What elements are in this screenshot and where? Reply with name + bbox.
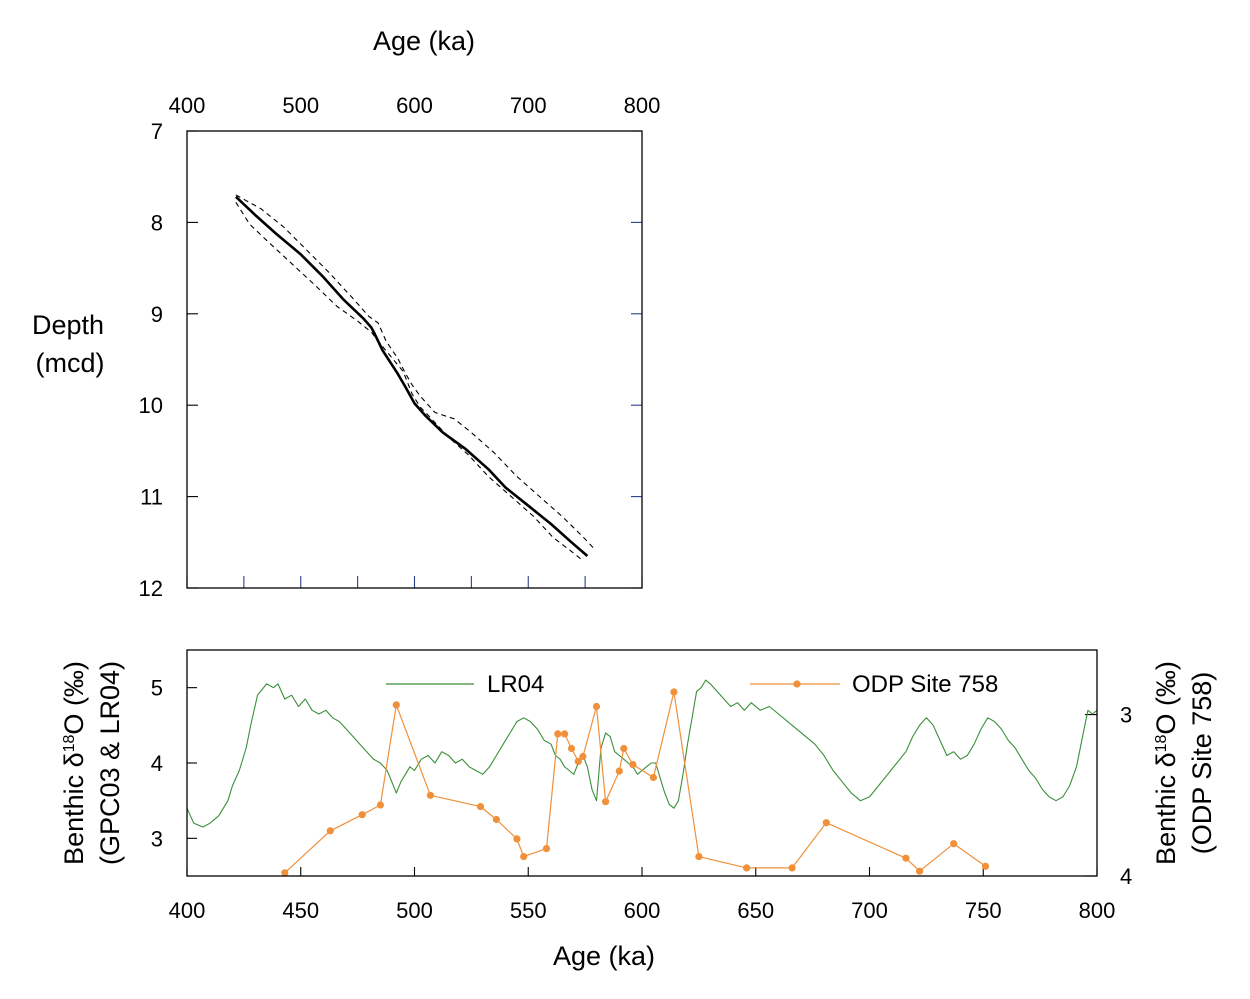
top-x-tick-label: 800: [624, 93, 661, 118]
left-y-tick-label: 3: [151, 826, 163, 851]
legend-odp-label: ODP Site 758: [852, 671, 998, 698]
bottom-x-axis-label: Age (ka): [553, 941, 655, 971]
odp-site-758-point: [950, 840, 958, 848]
odp-site-758-point: [579, 752, 587, 761]
left-y-axis-label-line2: (GPC03 & LR04): [95, 661, 125, 865]
odp-site-758-point: [561, 730, 569, 738]
age-depth-line: [235, 195, 589, 557]
top-y-axis-label-line2: (mcd): [36, 348, 105, 378]
odp-site-758-point: [649, 773, 658, 782]
odp-site-758-point: [743, 864, 751, 872]
odp-site-758-point: [392, 701, 400, 709]
top-y-tick-label: 9: [151, 302, 163, 327]
odp-site-758-point: [513, 835, 521, 843]
top-plot-frame: [186, 130, 643, 589]
odp-site-758-point: [426, 791, 434, 799]
upper-bound-dashed-line: [235, 194, 595, 550]
bottom-x-tick-label: 700: [851, 898, 888, 923]
bottom-plot-frame: [186, 649, 1098, 877]
bottom-x-tick-label: 800: [1079, 898, 1116, 923]
top-y-tick-label: 8: [151, 210, 163, 235]
odp-site-758-point: [602, 798, 610, 806]
lr04-line: [186, 679, 1098, 828]
legend-odp-marker: [793, 680, 801, 688]
right-y-tick-label: 3: [1120, 703, 1132, 728]
top-y-axis-label-line1: Depth: [32, 310, 104, 340]
odp-site-758-point: [554, 730, 562, 738]
legend: LR04 ODP Site 758: [386, 671, 998, 698]
odp-site-758-point: [695, 853, 703, 861]
legend-lr04-label: LR04: [487, 671, 544, 698]
odp-site-758-point: [902, 854, 910, 862]
right-y-axis-label-line1: Benthic δ18O (‰): [1151, 661, 1181, 865]
right-y-axis-label-line2: (ODP Site 758): [1187, 672, 1217, 855]
top-x-axis-label: Age (ka): [373, 26, 475, 56]
top-x-tick-label: 700: [510, 93, 547, 118]
top-y-tick-label: 12: [139, 576, 163, 601]
right-y-tick-label: 4: [1120, 864, 1132, 889]
odp-site-758-point: [615, 767, 623, 775]
left-y-tick-label: 4: [151, 751, 163, 776]
odp-site-758-point: [358, 811, 366, 819]
odp-site-758-point: [476, 803, 485, 811]
bottom-x-tick-label: 650: [737, 898, 774, 923]
odp-site-758-point: [542, 845, 551, 853]
top-x-tick-label: 600: [396, 93, 433, 118]
odp-site-758-point: [916, 867, 924, 875]
top-x-tick-label: 500: [282, 93, 319, 118]
top-y-tick-label: 10: [139, 393, 163, 418]
odp-site-758-point: [981, 862, 990, 870]
odp-site-758-line: [284, 691, 986, 874]
odp-site-758-point: [376, 801, 384, 809]
odp-site-758-point: [822, 819, 830, 827]
left-y-axis-label-line1: Benthic δ18O (‰): [59, 661, 89, 865]
age-depth-panel: Age (ka) Depth (mcd) 400 500 600 700 800 7 8 9 1…: [32, 26, 660, 601]
odp-site-758-point: [620, 744, 628, 753]
bottom-x-tick-label: 500: [396, 898, 433, 923]
bottom-x-tick-label: 400: [169, 898, 206, 923]
top-x-tick-label: 400: [169, 93, 206, 118]
odp-site-758-point: [567, 744, 576, 753]
odp-site-758-point: [326, 827, 334, 835]
odp-site-758-point: [281, 869, 289, 877]
odp-site-758-point: [670, 688, 678, 696]
bottom-x-tick-label: 450: [282, 898, 319, 923]
top-y-tick-label: 11: [140, 485, 163, 510]
top-y-tick-label: 7: [151, 119, 163, 144]
bottom-x-tick-label: 550: [510, 898, 547, 923]
odp-site-758-point: [574, 757, 582, 766]
odp-site-758-point: [520, 853, 528, 861]
left-y-tick-label: 5: [151, 676, 163, 701]
bottom-x-tick-label: 750: [965, 898, 1002, 923]
bottom-x-tick-label: 600: [624, 898, 661, 923]
isotope-panel: 400 450 500 550 600 650 700 750 800 3 4 5 3 4 Age (ka…: [59, 649, 1217, 971]
odp-site-758-point: [592, 702, 601, 711]
odp-site-758-point: [629, 761, 637, 769]
odp-site-758-point: [492, 815, 500, 824]
odp-site-758-point: [788, 864, 796, 872]
